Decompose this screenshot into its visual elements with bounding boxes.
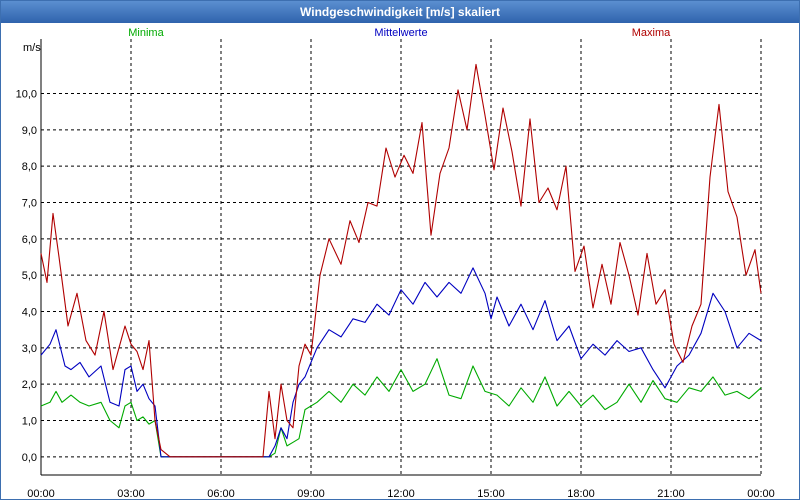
wind-speed-chart: 0,0 1,0 2,0 3,0 4,0 5,0 6,0 7,0 8,0 9,0 10,0 00:00…: [16, 27, 775, 499]
series-line-maxima: [40, 63, 762, 458]
x-tick-time-label: 03:00: [117, 488, 145, 499]
y-tick-label: 0,0: [22, 452, 37, 464]
y-tick-label: 1,0: [22, 416, 37, 428]
series-line-minima: [40, 358, 762, 458]
legend-minima: Minima: [128, 27, 164, 39]
x-tick-time-label: 18:00: [567, 488, 595, 499]
x-tick-time-label: 09:00: [297, 488, 325, 499]
y-tick-label: 4,0: [22, 307, 37, 319]
y-tick-label: 3,0: [22, 343, 37, 355]
x-tick-time-label: 00:00: [27, 488, 55, 499]
y-tick-label: 6,0: [22, 234, 37, 246]
x-tick-time-label: 06:00: [207, 488, 235, 499]
x-tick-time-label: 12:00: [387, 488, 415, 499]
y-tick-label: 5,0: [22, 270, 37, 282]
y-tick-label: 7,0: [22, 198, 37, 210]
window-title: Windgeschwindigkeit [m/s] skaliert: [1, 1, 799, 23]
y-tick-label: 8,0: [22, 161, 37, 173]
y-axis-unit-label: m/s: [23, 42, 41, 54]
x-tick-time-label: 21:00: [657, 488, 685, 499]
legend-maxima: Maxima: [632, 27, 671, 39]
x-tick-time-label: 15:00: [477, 488, 505, 499]
x-tick-time-label: 00:00: [747, 488, 775, 499]
y-tick-label: 9,0: [22, 125, 37, 137]
series-line-mittelwerte: [40, 267, 762, 458]
y-tick-label: 2,0: [22, 379, 37, 391]
y-tick-label: 10,0: [16, 89, 37, 101]
legend-mittelwerte: Mittelwerte: [374, 27, 427, 39]
